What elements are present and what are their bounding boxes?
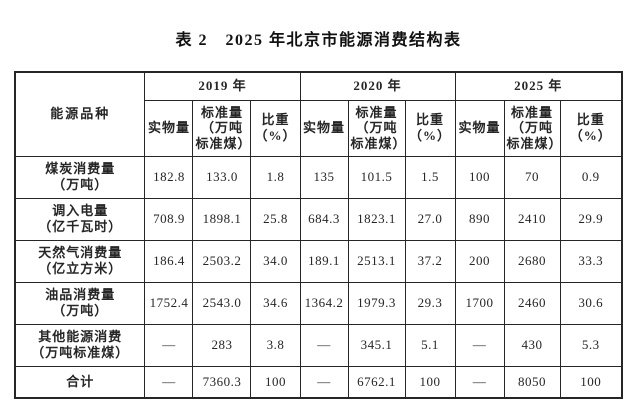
header-row-years: 能源品种 2019 年 2020 年 2025 年 [14, 71, 623, 157]
table-cell: — [144, 365, 194, 399]
table-cell: 1.5 [404, 155, 456, 199]
year-group-header-2020: 2020 年 [299, 71, 456, 101]
sub-header-physical-2020: 实物量 [299, 99, 349, 157]
table-cell: — [144, 323, 194, 367]
table-cell: 200 [454, 239, 505, 283]
table-cell: 37.2 [404, 239, 456, 283]
table-cell: 430 [503, 323, 561, 367]
row-header: 调入电量 （亿千瓦时） [14, 197, 146, 241]
table-cell: 1979.3 [347, 281, 406, 325]
table-cell: 34.6 [250, 281, 301, 325]
table-cell: 133.0 [192, 155, 252, 199]
table-row: 天然气消费量 （亿立方米） 186.4 2503.2 34.0 189.1 2513.1 3… [14, 239, 623, 283]
table-row: 煤炭消费量 （万吨） 182.8 133.0 1.8 135 101.5 1.5 100 70 0… [14, 155, 623, 199]
table-cell: 1898.1 [192, 197, 252, 241]
year-group-header-2019: 2019 年 [144, 71, 301, 101]
table-cell: 189.1 [299, 239, 349, 283]
table-cell: 345.1 [347, 323, 406, 367]
table-cell: 283 [192, 323, 252, 367]
table-cell: — [454, 365, 505, 399]
sub-header-share-2020: 比重 （%） [404, 99, 456, 157]
table-cell: 1823.1 [347, 197, 406, 241]
table-row: 调入电量 （亿千瓦时） 708.9 1898.1 25.8 684.3 1823.1 27.… [14, 197, 623, 241]
sub-header-standard-2019: 标准量 （万吨 标准煤） [192, 99, 252, 157]
table-cell: 6762.1 [347, 365, 406, 399]
table-cell: 1.8 [250, 155, 301, 199]
table-cell: 70 [503, 155, 561, 199]
table-row: 油品消费量 （万吨） 1752.4 2543.0 34.6 1364.2 1979.3 29… [14, 281, 623, 325]
table-cell: 101.5 [347, 155, 406, 199]
row-header: 天然气消费量 （亿立方米） [14, 239, 146, 283]
table-cell: 34.0 [250, 239, 301, 283]
sub-header-standard-2025: 标准量 （万吨 标准煤） [503, 99, 561, 157]
table-cell: 2680 [503, 239, 561, 283]
table-cell: 100 [559, 365, 623, 399]
table-cell: 7360.3 [192, 365, 252, 399]
table-cell: 8050 [503, 365, 561, 399]
table-cell: 100 [250, 365, 301, 399]
table-cell: 33.3 [559, 239, 623, 283]
table-cell: 100 [454, 155, 505, 199]
table-cell: 30.6 [559, 281, 623, 325]
table-cell: 1364.2 [299, 281, 349, 325]
table-cell: 29.3 [404, 281, 456, 325]
sub-header-standard-2020: 标准量 （万吨 标准煤） [347, 99, 406, 157]
column-header-energy-type: 能源品种 [14, 71, 146, 157]
table-cell: 2513.1 [347, 239, 406, 283]
table-cell: 29.9 [559, 197, 623, 241]
table-cell: 2503.2 [192, 239, 252, 283]
sub-header-share-2019: 比重 （%） [250, 99, 301, 157]
table-body: 煤炭消费量 （万吨） 182.8 133.0 1.8 135 101.5 1.5 100 70 0… [14, 155, 623, 399]
table-row: 其他能源消费 （万吨标准煤） —283 3.8—345.1 5.1—430 5.3 [14, 323, 623, 367]
table-cell: 5.3 [559, 323, 623, 367]
year-group-header-2025: 2025 年 [454, 71, 623, 101]
table-cell: 1752.4 [144, 281, 194, 325]
table-cell: 186.4 [144, 239, 194, 283]
table-title: 表 2 2025 年北京市能源消费结构表 [175, 32, 462, 49]
table-cell: 684.3 [299, 197, 349, 241]
header-row-measures: 实物量 标准量 （万吨 标准煤） 比重 （%） 实物量 标准量 （万吨 标准煤）… [15, 99, 623, 157]
table-cell: — [299, 365, 349, 399]
sub-header-physical-2019: 实物量 [144, 99, 194, 157]
table-cell: 708.9 [144, 197, 194, 241]
table-cell: 5.1 [404, 323, 456, 367]
table-cell: 2410 [503, 197, 561, 241]
sub-header-physical-2025: 实物量 [454, 99, 505, 157]
sub-header-share-2025: 比重 （%） [559, 99, 623, 157]
table-cell: 27.0 [404, 197, 456, 241]
table-cell: 2543.0 [192, 281, 252, 325]
table-header: 能源品种 2019 年 2020 年 2025 年 实物量 标准量 （万吨 标准… [14, 71, 623, 157]
table-cell: 25.8 [250, 197, 301, 241]
table-cell: 0.9 [559, 155, 623, 199]
table-cell: — [299, 323, 349, 367]
table-cell: 1700 [454, 281, 505, 325]
table-row-total: 合计 —7360.3 100—6762.1 100—8050 100 [14, 365, 623, 399]
table-cell: 182.8 [144, 155, 194, 199]
row-header: 油品消费量 （万吨） [14, 281, 146, 325]
table-cell: 890 [454, 197, 505, 241]
table-cell: 135 [299, 155, 349, 199]
table-cell: — [454, 323, 505, 367]
table-cell: 3.8 [250, 323, 301, 367]
row-header: 合计 [14, 365, 146, 399]
table-cell: 2460 [503, 281, 561, 325]
energy-consumption-table: 能源品种 2019 年 2020 年 2025 年 实物量 标准量 （万吨 标准… [13, 71, 624, 399]
row-header: 其他能源消费 （万吨标准煤） [14, 323, 146, 367]
table-cell: 100 [404, 365, 456, 399]
row-header: 煤炭消费量 （万吨） [14, 155, 146, 199]
